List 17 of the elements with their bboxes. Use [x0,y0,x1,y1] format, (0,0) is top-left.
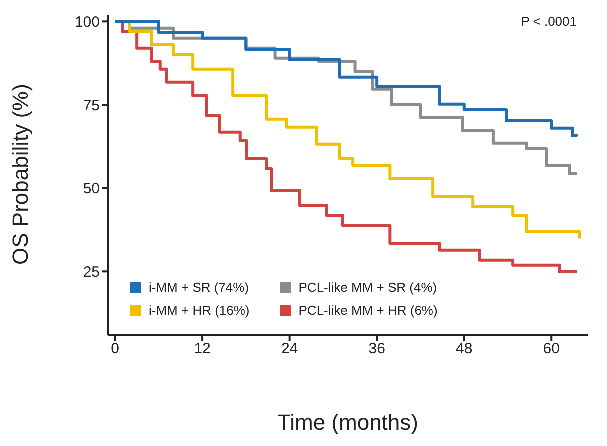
y-axis-title: OS Probability (%) [8,84,33,265]
legend-label: i-MM + HR (16%) [149,303,250,318]
x-tick-label: 36 [368,340,386,358]
y-tick-label: 25 [83,264,100,281]
annotation: P < .0001 [521,14,577,29]
x-tick-label: 60 [543,340,560,358]
y-tick-label: 75 [83,97,100,114]
x-axis-title: Time (months) [278,410,418,435]
legend-label: PCL-like MM + SR (4%) [298,280,438,295]
x-tick-label: 12 [194,340,211,358]
x-tick-label: 0 [111,340,120,358]
legend-label: i-MM + SR (74%) [149,280,250,295]
legend-label: PCL-like MM + HR (6%) [298,303,438,318]
x-tick-label: 24 [281,340,298,358]
y-tick-label: 100 [74,14,100,31]
y-tick-label: 50 [83,180,100,198]
x-tick-label: 48 [456,340,473,358]
